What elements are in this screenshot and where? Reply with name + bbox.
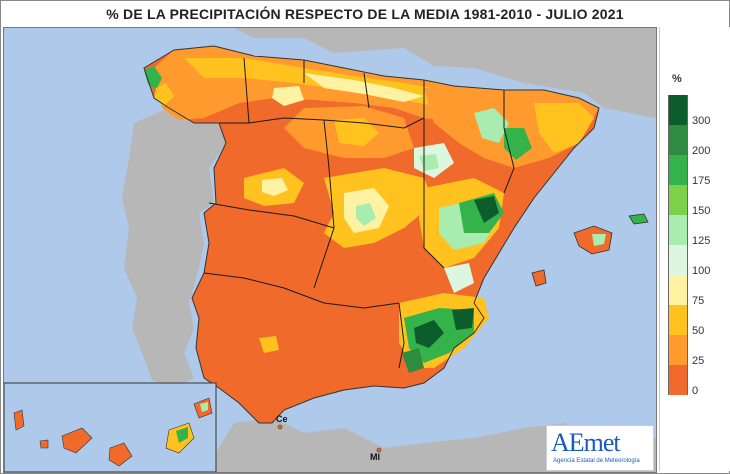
aemet-logo: AEmet Agencia Estatal de Meteorología <box>546 425 654 471</box>
legend-unit: % <box>672 73 682 85</box>
valencia-light <box>444 263 474 293</box>
aragon-green-1 <box>474 108 509 143</box>
central-light-1 <box>262 178 288 196</box>
legend-label: 0 <box>692 385 699 397</box>
legend-label: 200 <box>692 145 711 157</box>
castellon-dark-green <box>474 196 499 223</box>
center-yellow-3 <box>334 118 379 146</box>
alicante-dark-green <box>452 308 474 330</box>
legend-label: 50 <box>692 325 705 337</box>
canary-island-6-green <box>200 402 208 412</box>
legend-swatch <box>668 215 688 245</box>
legend-label: 75 <box>692 295 705 307</box>
legend-label: 300 <box>692 115 711 127</box>
legend-swatch <box>668 125 688 155</box>
ibiza <box>531 269 547 287</box>
andalusia-light <box>259 336 279 353</box>
legend-swatch <box>668 275 688 305</box>
central-green-2 <box>356 203 376 226</box>
galicia-green <box>144 66 162 90</box>
galicia-light <box>154 83 174 106</box>
legend-label: 25 <box>692 355 705 367</box>
canary-island-4 <box>108 442 133 467</box>
france-land <box>234 28 656 118</box>
canary-island-1 <box>13 409 25 431</box>
legend-label: 175 <box>692 175 711 187</box>
color-legend: % 300 200 175 150 125 100 75 50 25 0 <box>659 27 730 471</box>
legend-swatch <box>668 95 688 125</box>
legend-swatch <box>668 365 688 395</box>
portugal-land <box>122 108 226 388</box>
logo-subtitle: Agencia Estatal de Meteorología <box>553 458 640 464</box>
canary-island-2 <box>39 439 49 449</box>
legend-label: 150 <box>692 205 711 217</box>
murcia-dark-green <box>414 320 444 348</box>
ceuta-dot <box>277 424 283 430</box>
africa-land <box>204 418 656 472</box>
melilla-label: Ml <box>370 452 380 462</box>
ceuta-label: Ce <box>276 414 288 424</box>
mallorca-green <box>592 234 606 246</box>
precipitation-map: Ce Ml <box>3 27 657 473</box>
legend-label: 100 <box>692 265 711 277</box>
almeria-green <box>402 348 424 373</box>
canary-island-5-green <box>176 427 188 443</box>
legend-swatch <box>668 155 688 185</box>
spain-outline <box>143 45 600 424</box>
aragon-green-2 <box>504 128 532 160</box>
legend-swatch <box>668 335 688 365</box>
legend-label: 125 <box>692 235 711 247</box>
legend-swatch <box>668 185 688 215</box>
menorca <box>628 213 649 225</box>
catalonia-yellow <box>534 103 594 153</box>
canary-island-3 <box>61 427 93 454</box>
melilla-dot <box>376 447 382 453</box>
la-rioja-light <box>272 86 304 106</box>
north-light-band <box>304 73 424 102</box>
region-borders <box>203 57 515 369</box>
legend-swatch <box>668 305 688 335</box>
map-title: % DE LA PRECIPITACIÓN RESPECTO DE LA MED… <box>106 6 624 22</box>
logo-wordmark: AEmet <box>551 428 621 457</box>
legend-swatch <box>668 245 688 275</box>
